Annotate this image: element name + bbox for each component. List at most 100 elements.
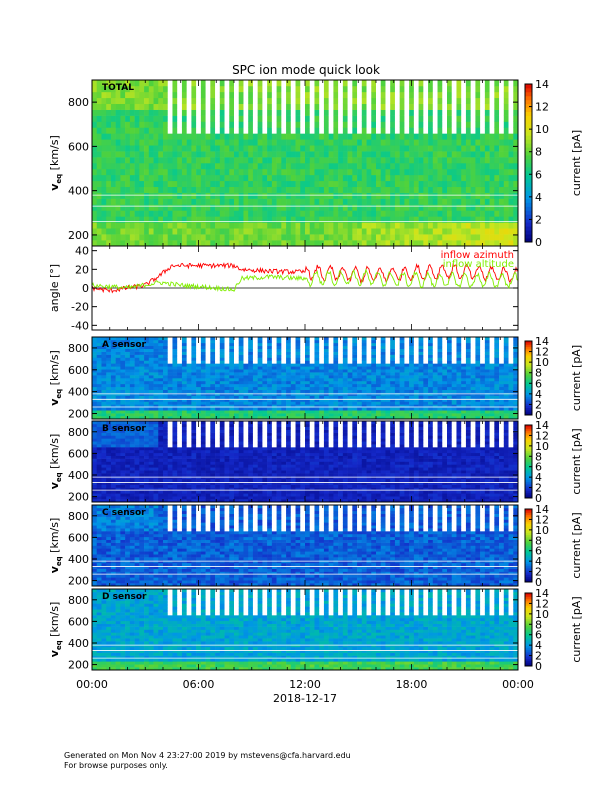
- heatmap-cell: [394, 121, 400, 128]
- heatmap-cell: [394, 398, 400, 402]
- heatmap-cell: [451, 348, 457, 352]
- heatmap-cell: [342, 392, 348, 396]
- heatmap-cell: [319, 372, 325, 376]
- heatmap-cell: [328, 127, 334, 134]
- heatmap-cell: [271, 198, 277, 205]
- heatmap-cell: [92, 380, 98, 385]
- heatmap-cell: [229, 216, 235, 223]
- heatmap-cell: [125, 339, 131, 344]
- heatmap-cell: [219, 91, 225, 99]
- heatmap-cell: [115, 80, 121, 87]
- heatmap-cell: [286, 404, 292, 408]
- heatmap-cell: [423, 133, 429, 140]
- heatmap-cell: [376, 198, 382, 205]
- heatmap-cell: [267, 369, 273, 373]
- heatmap-cell: [394, 204, 400, 211]
- heatmap-cell: [129, 240, 135, 247]
- heatmap-cell: [290, 410, 296, 414]
- heatmap-cell: [385, 157, 391, 164]
- heatmap-cell: [428, 157, 434, 164]
- heatmap-cell: [120, 157, 126, 164]
- heatmap-cell: [243, 339, 249, 344]
- heatmap-cell: [172, 216, 178, 223]
- heatmap-cell: [262, 180, 268, 188]
- heatmap-cell: [508, 85, 514, 93]
- heatmap-cell: [480, 145, 486, 152]
- heatmap-cell: [413, 151, 419, 158]
- heatmap-cell: [106, 407, 112, 411]
- heatmap-cell: [418, 357, 424, 361]
- heatmap-cell: [115, 383, 121, 388]
- heatmap-cell: [186, 410, 192, 414]
- heatmap-cell: [120, 357, 126, 361]
- heatmap-cell: [470, 398, 476, 402]
- heatmap-cell: [196, 404, 202, 408]
- heatmap-cell: [328, 103, 334, 110]
- heatmap-cell: [158, 348, 164, 352]
- heatmap-cell: [186, 392, 192, 396]
- heatmap-cell: [295, 151, 301, 158]
- heatmap-cell: [271, 145, 277, 152]
- heatmap-cell: [461, 91, 467, 99]
- heatmap-cell: [139, 410, 145, 414]
- heatmap-cell: [144, 127, 150, 134]
- heatmap-cell: [352, 204, 358, 211]
- heatmap-cell: [267, 192, 273, 199]
- heatmap-cell: [153, 404, 159, 408]
- heatmap-cell: [432, 383, 438, 388]
- heatmap-cell: [437, 372, 443, 376]
- heatmap-cell: [110, 383, 116, 388]
- heatmap-cell: [153, 157, 159, 164]
- heatmap-cell: [191, 180, 197, 188]
- heatmap-cell: [120, 360, 126, 364]
- heatmap-cell: [129, 80, 135, 87]
- heatmap-cell: [465, 85, 471, 93]
- heatmap-cell: [465, 174, 471, 182]
- heatmap-cell: [456, 386, 462, 391]
- heatmap-cell: [418, 210, 424, 217]
- heatmap-cell: [148, 380, 154, 385]
- heatmap-cell: [186, 366, 192, 370]
- heatmap-cell: [357, 216, 363, 223]
- heatmap-cell: [352, 380, 358, 385]
- heatmap-cell: [409, 404, 415, 408]
- heatmap-cell: [144, 398, 150, 402]
- heatmap-cell: [158, 180, 164, 188]
- heatmap-cell: [115, 416, 121, 420]
- heatmap-cell: [286, 378, 292, 382]
- heatmap-cell: [328, 91, 334, 99]
- heatmap-cell: [248, 407, 254, 411]
- heatmap-cell: [205, 192, 211, 199]
- heatmap-cell: [432, 240, 438, 247]
- heatmap-cell: [305, 404, 311, 408]
- heatmap-cell: [314, 380, 320, 385]
- heatmap-cell: [148, 234, 154, 241]
- heatmap-cell: [300, 127, 306, 134]
- heatmap-cell: [461, 186, 467, 193]
- heatmap-cell: [276, 240, 282, 247]
- heatmap-cell: [461, 103, 467, 110]
- heatmap-cell: [413, 401, 419, 405]
- heatmap-cell: [480, 210, 486, 217]
- heatmap-cell: [290, 234, 296, 241]
- heatmap-cell: [163, 392, 169, 396]
- heatmap-cell: [129, 366, 135, 370]
- heatmap-cell: [451, 360, 457, 364]
- heatmap-cell: [442, 383, 448, 388]
- heatmap-cell: [347, 204, 353, 211]
- heatmap-cell: [437, 351, 443, 355]
- heatmap-cell: [437, 366, 443, 370]
- heatmap-cell: [252, 163, 258, 170]
- heatmap-cell: [158, 198, 164, 205]
- heatmap-cell: [101, 372, 107, 376]
- heatmap-cell: [385, 145, 391, 152]
- heatmap-cell: [352, 413, 358, 417]
- heatmap-cell: [148, 216, 154, 223]
- heatmap-cell: [394, 168, 400, 176]
- heatmap-cell: [243, 378, 249, 382]
- heatmap-cell: [404, 395, 410, 399]
- heatmap-cell: [413, 180, 419, 188]
- heatmap-cell: [110, 380, 116, 385]
- heatmap-cell: [451, 157, 457, 164]
- heatmap-cell: [286, 410, 292, 414]
